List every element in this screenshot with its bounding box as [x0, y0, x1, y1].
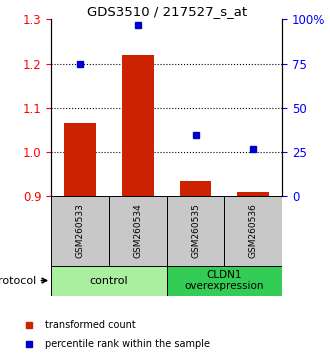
FancyBboxPatch shape — [51, 266, 167, 296]
FancyBboxPatch shape — [167, 196, 224, 266]
Text: GSM260533: GSM260533 — [76, 204, 84, 258]
Text: transformed count: transformed count — [45, 320, 136, 330]
FancyBboxPatch shape — [109, 196, 167, 266]
Bar — [122, 55, 154, 196]
Title: GDS3510 / 217527_s_at: GDS3510 / 217527_s_at — [86, 5, 247, 18]
Bar — [64, 124, 96, 196]
Text: GSM260534: GSM260534 — [133, 204, 142, 258]
Text: GSM260536: GSM260536 — [249, 204, 258, 258]
FancyBboxPatch shape — [51, 196, 109, 266]
Text: percentile rank within the sample: percentile rank within the sample — [45, 339, 210, 349]
FancyBboxPatch shape — [167, 266, 282, 296]
FancyBboxPatch shape — [224, 196, 282, 266]
Bar — [237, 192, 269, 196]
Text: CLDN1
overexpression: CLDN1 overexpression — [185, 270, 264, 291]
Text: GSM260535: GSM260535 — [191, 204, 200, 258]
Text: control: control — [89, 275, 128, 286]
Bar — [180, 181, 212, 196]
Text: protocol: protocol — [0, 275, 47, 286]
